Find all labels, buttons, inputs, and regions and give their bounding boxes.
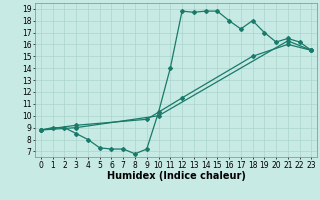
- X-axis label: Humidex (Indice chaleur): Humidex (Indice chaleur): [107, 171, 245, 181]
